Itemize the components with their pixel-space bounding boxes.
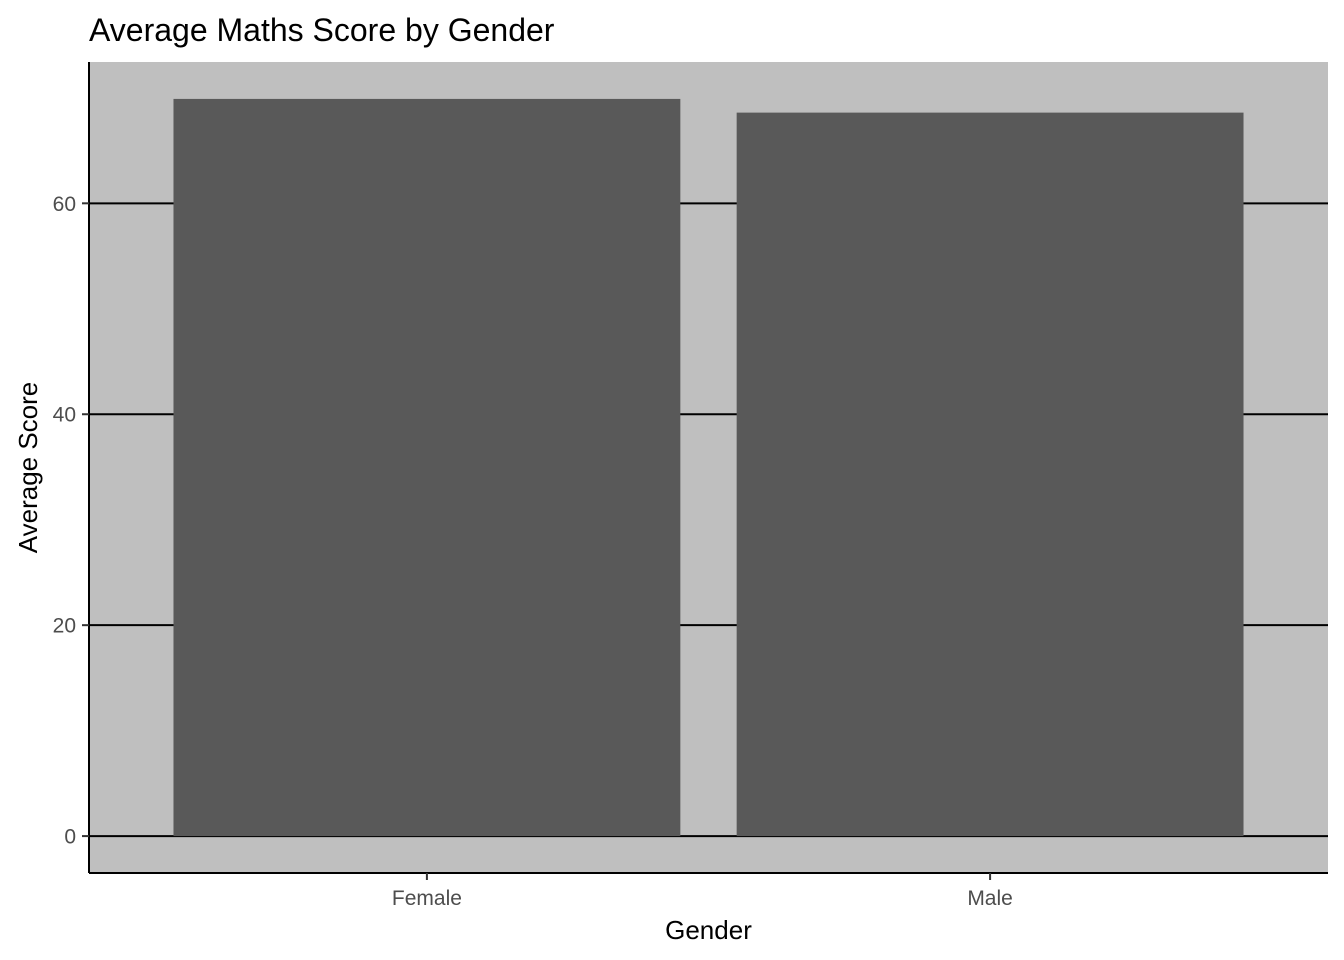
y-tick-label: 20: [53, 615, 76, 638]
bars: [173, 98, 1244, 837]
y-tick-label: 0: [64, 826, 76, 849]
bar-male: [736, 112, 1244, 837]
bar-female: [173, 98, 681, 837]
y-axis-title: Average Score: [13, 382, 43, 554]
x-axis-title: Gender: [665, 915, 752, 945]
x-tick-label: Female: [392, 887, 462, 910]
y-tick-label: 60: [53, 193, 76, 216]
x-axis-ticks: Female Male: [392, 873, 1013, 910]
axes: [88, 62, 1328, 874]
chart-title: Average Maths Score by Gender: [89, 12, 555, 48]
x-tick-label: Male: [967, 887, 1013, 910]
y-tick-label: 40: [53, 404, 76, 427]
y-axis-ticks: 0 20 40 60: [53, 193, 89, 849]
